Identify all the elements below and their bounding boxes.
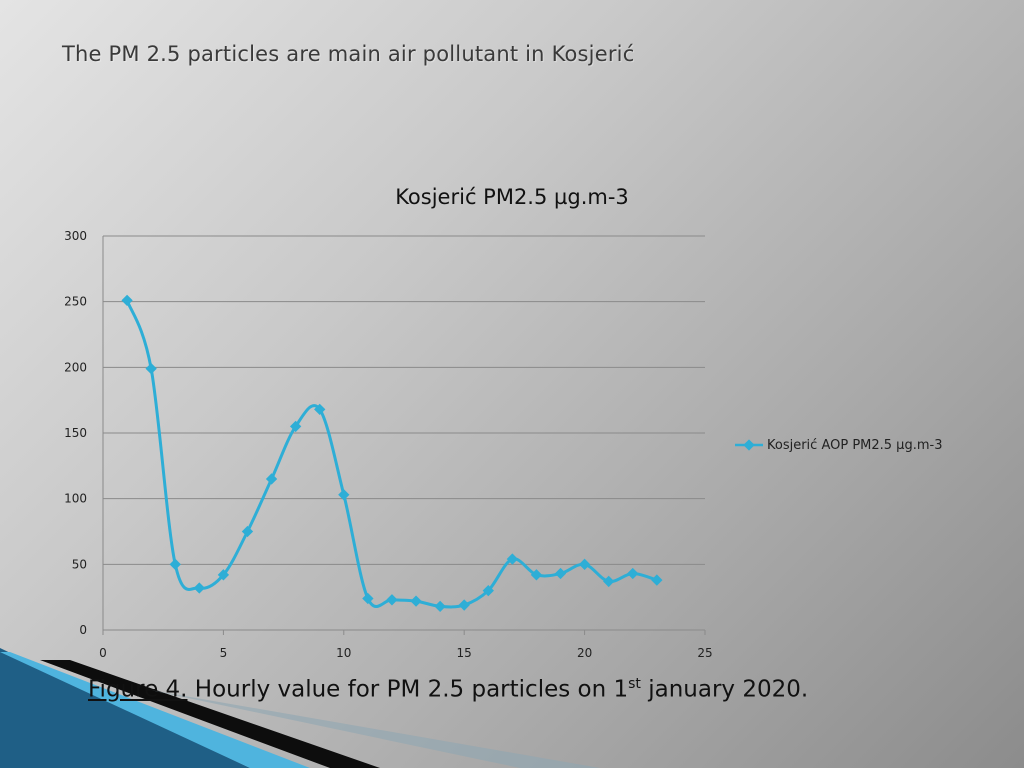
x-tick-label: 25	[697, 646, 712, 660]
legend-label: Kosjerić AOP PM2.5 µg.m-3	[767, 438, 942, 453]
data-point-6	[241, 525, 254, 538]
x-tick-labels: 0 5 10 15 20 25	[99, 646, 712, 660]
caption-text-end: january 2020.	[640, 676, 809, 703]
y-tick-label: 200	[64, 360, 87, 374]
slide-title: The PM 2.5 particles are main air pollut…	[62, 42, 635, 66]
x-tick-label: 15	[457, 646, 472, 660]
data-point-23	[651, 574, 663, 586]
figure-caption: Figure 4. Hourly value for PM 2.5 partic…	[88, 676, 808, 703]
data-point-4	[193, 582, 205, 594]
y-tick-label: 100	[64, 492, 87, 506]
figure-label: Figure 4.	[88, 676, 188, 703]
data-point-10	[338, 489, 350, 501]
grid-lines	[103, 235, 705, 565]
data-point-7	[265, 473, 278, 485]
caption-text: Hourly value for PM 2.5 particles on 1	[187, 676, 629, 703]
y-tick-label: 300	[64, 229, 87, 243]
data-point-11	[362, 592, 374, 605]
data-point-9	[314, 403, 326, 416]
data-point-2	[145, 362, 157, 375]
caption-superscript: st	[628, 676, 641, 692]
chart-title: Kosjerić PM2.5 µg.m-3	[395, 185, 629, 209]
data-point-17	[506, 553, 519, 565]
x-tick-label: 0	[99, 646, 107, 660]
series-line-0	[125, 299, 658, 609]
legend-marker-swatch	[743, 439, 755, 451]
data-point-20	[578, 558, 591, 570]
data-point-16	[482, 584, 494, 597]
x-tick-label: 5	[220, 646, 228, 660]
legend: Kosjerić AOP PM2.5 µg.m-3	[735, 438, 942, 453]
data-point-5	[217, 569, 230, 581]
x-tick-label: 20	[577, 646, 592, 660]
data-point-15	[458, 599, 470, 611]
data-point-14	[434, 600, 446, 613]
data-point-22	[627, 567, 639, 580]
y-tick-label: 250	[64, 295, 87, 309]
data-point-12	[386, 594, 398, 606]
y-tick-label: 0	[79, 623, 87, 637]
data-point-18	[530, 569, 543, 581]
data-point-1	[121, 294, 133, 307]
data-point-13	[410, 595, 422, 607]
y-tick-labels: 0 50 100 150 200 250 300	[64, 229, 87, 637]
data-point-8	[289, 420, 302, 433]
data-point-19	[554, 567, 567, 580]
y-tick-label: 150	[64, 426, 87, 440]
data-point-3	[169, 558, 181, 570]
axes	[102, 236, 706, 635]
y-tick-label: 50	[72, 557, 87, 571]
series-layer	[121, 294, 663, 613]
data-point-21	[603, 575, 615, 588]
x-tick-label: 10	[336, 646, 351, 660]
